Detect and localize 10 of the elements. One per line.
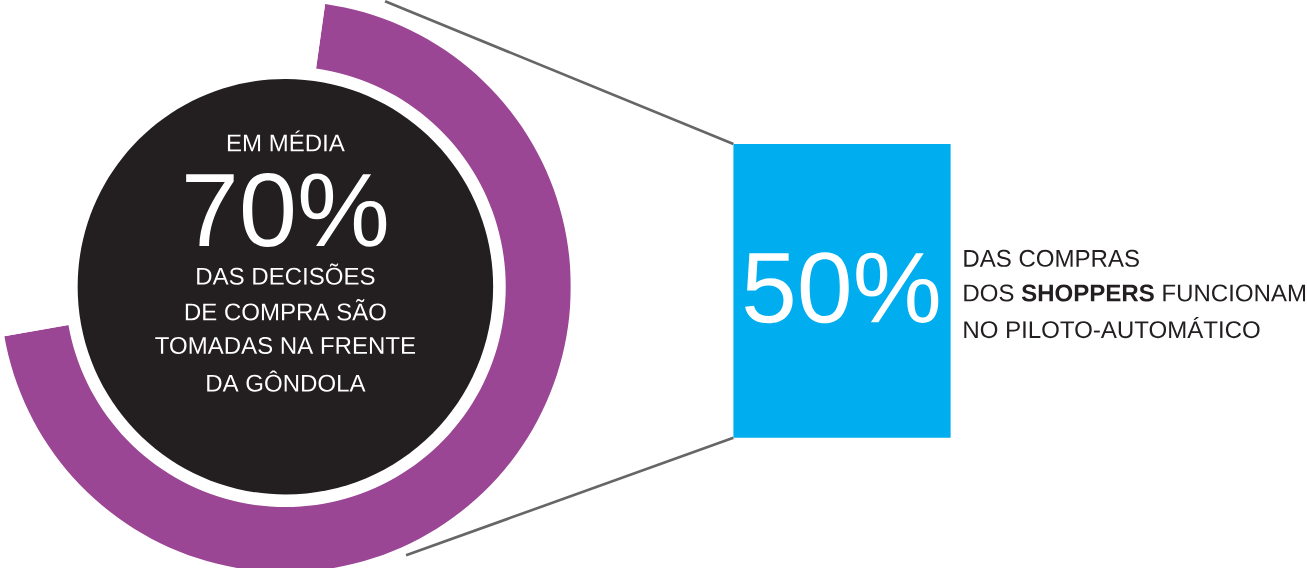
text: NO PILOTO-AUTOMÁTICO: [964, 317, 1260, 339]
text: DA GÔNDOLA: [207, 370, 366, 392]
text: DOS SHOPPERS FUNCIONAM: [964, 284, 1306, 302]
text: EM MÉDIA: [227, 130, 345, 152]
text: 50%: [745, 252, 939, 324]
data-label: 70%: [186, 173, 387, 248]
text: DAS COMPRAS: [964, 249, 1139, 267]
text: TOMADAS NA FRENTE: [155, 336, 416, 354]
text: DAS DECISÕES: [197, 263, 375, 285]
text: DE COMPRA SÃO: [185, 299, 386, 321]
